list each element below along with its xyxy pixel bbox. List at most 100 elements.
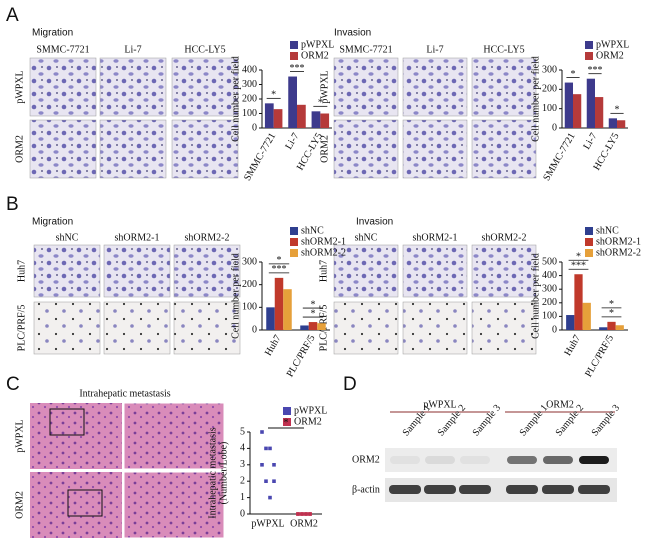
band <box>542 485 574 494</box>
legend-label: pWPXL <box>596 39 629 50</box>
significance: * <box>271 90 276 101</box>
x-tick-label: PLC/PRF/5 <box>583 333 616 379</box>
column-label: SMMC-7721 <box>36 44 89 55</box>
x-tick-label: Li-7 <box>283 131 301 151</box>
group-label: pWPXL <box>423 399 456 410</box>
micrograph <box>173 244 241 298</box>
y-axis-label: (Number/Lobe) <box>218 442 229 505</box>
micrograph <box>29 57 97 117</box>
legend-label: shNC <box>301 225 324 236</box>
x-tick-label: PLC/PRF/5 <box>285 333 318 379</box>
bar <box>564 82 573 128</box>
bar <box>566 315 575 330</box>
micrograph <box>471 57 537 117</box>
micrograph <box>402 119 468 179</box>
point <box>260 430 264 434</box>
micrograph <box>471 244 537 298</box>
micrograph <box>33 244 101 298</box>
bar <box>595 97 604 128</box>
y-tick-label: 300 <box>542 283 557 294</box>
bar <box>311 111 321 128</box>
point <box>268 495 272 500</box>
significance: *** <box>588 65 603 76</box>
column-label: shNC <box>355 232 378 243</box>
y-tick-label: 0 <box>240 508 245 519</box>
row-label: ORM2 <box>319 135 330 163</box>
row-label: PLC/PRF/5 <box>16 305 27 352</box>
bar <box>582 302 591 330</box>
micrograph <box>173 301 241 355</box>
column-label: Li-7 <box>426 44 443 55</box>
bar <box>264 103 274 128</box>
legend-swatch <box>585 227 593 235</box>
column-label: shORM2-1 <box>412 232 457 243</box>
micrograph <box>402 57 468 117</box>
panel-letter: C <box>6 374 20 395</box>
legend-swatch <box>585 41 593 49</box>
column-label: shORM2-1 <box>114 232 159 243</box>
micrograph <box>333 244 399 298</box>
y-tick-label: 100 <box>242 108 257 119</box>
y-tick-label: 100 <box>242 302 257 313</box>
band <box>390 456 420 464</box>
section-title: Intrahepatic metastasis <box>79 388 170 399</box>
legend-label: shORM2-1 <box>301 236 346 247</box>
significance: * <box>576 252 581 263</box>
legend-swatch <box>290 227 298 235</box>
blot <box>385 448 617 472</box>
y-tick-label: 400 <box>242 64 257 75</box>
bar <box>599 327 608 330</box>
micrograph <box>99 57 167 117</box>
section-title: Invasion <box>356 217 393 228</box>
legend-label: shORM2-1 <box>596 236 641 247</box>
y-axis-label: Intrahepatic metastasis <box>207 427 218 518</box>
x-tick-label: SMMC-7721 <box>541 131 577 183</box>
row-label: β-actin <box>352 484 380 495</box>
band <box>460 456 490 464</box>
legend-swatch <box>290 41 298 49</box>
y-tick-label: 2 <box>240 475 245 486</box>
column-label: shORM2-2 <box>481 232 526 243</box>
y-tick-label: 200 <box>242 279 257 290</box>
significance: * <box>311 308 316 319</box>
section-title: Migration <box>32 217 73 228</box>
point <box>264 479 268 483</box>
significance: * <box>571 69 576 80</box>
bar <box>586 78 595 128</box>
histology-zoom <box>123 471 225 539</box>
x-tick-label: SMMC-7721 <box>242 131 278 183</box>
y-axis-label: Cell number per field <box>230 56 241 142</box>
bar <box>617 120 626 128</box>
point <box>268 446 272 451</box>
row-label: ORM2 <box>14 135 25 163</box>
y-tick-label: 0 <box>252 324 257 335</box>
column-label: HCC-LY5 <box>184 44 225 55</box>
row-label: Huh7 <box>16 260 27 282</box>
micrograph <box>471 119 537 179</box>
x-tick-label: ORM2 <box>290 518 318 529</box>
sample-label: Sample 3 <box>471 403 504 439</box>
bar <box>266 307 275 330</box>
legend-label: shORM2-2 <box>301 247 346 258</box>
y-tick-label: 300 <box>542 64 557 75</box>
micrograph <box>333 119 399 179</box>
y-tick-label: 200 <box>242 93 257 104</box>
micrograph <box>471 301 537 355</box>
bar <box>300 325 309 330</box>
histology <box>30 472 122 538</box>
column-label: shNC <box>56 232 79 243</box>
row-label: pWPXL <box>14 70 25 103</box>
column-label: shORM2-2 <box>184 232 229 243</box>
zoom-box <box>49 408 85 436</box>
column-label: Li-7 <box>124 44 141 55</box>
band <box>578 485 610 494</box>
sample-label: Sample 1 <box>518 403 551 439</box>
x-tick-label: pWPXL <box>251 518 284 529</box>
point <box>304 512 308 516</box>
sample-label: Sample 3 <box>590 403 623 439</box>
y-tick-label: 400 <box>542 270 557 281</box>
micrograph <box>402 244 468 298</box>
band <box>425 456 455 464</box>
y-tick-label: 100 <box>542 103 557 114</box>
row-label: pWPXL <box>14 419 25 452</box>
